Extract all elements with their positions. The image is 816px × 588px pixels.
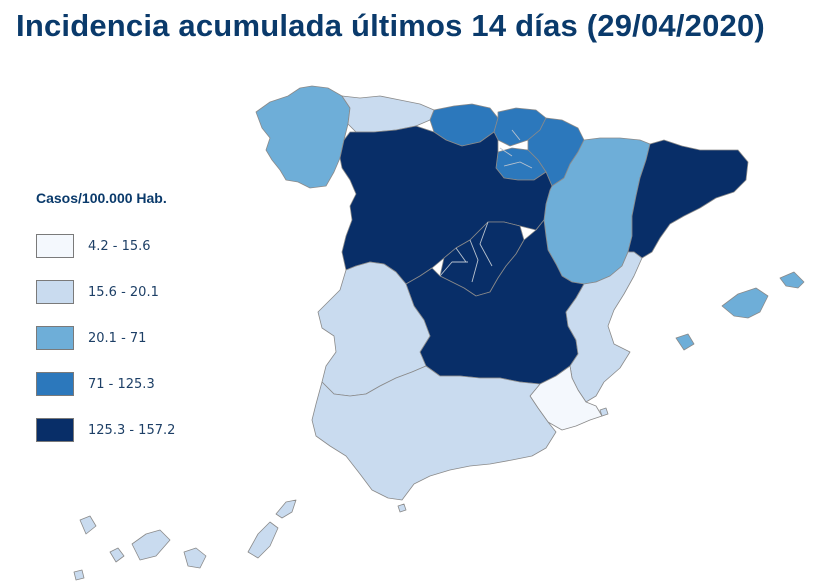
province-borders [439, 129, 533, 283]
legend-title: Casos/100.000 Hab. [36, 190, 167, 206]
region-cataluna[interactable] [627, 139, 749, 259]
region-melilla[interactable] [599, 407, 609, 417]
legend-swatch [36, 418, 74, 442]
region-baleares[interactable] [675, 271, 805, 351]
legend-label: 125.3 - 157.2 [88, 422, 176, 438]
region-galicia[interactable] [255, 85, 351, 189]
legend-swatch [36, 234, 74, 258]
region-asturias[interactable] [341, 95, 435, 133]
legend-label: 71 - 125.3 [88, 376, 155, 392]
legend: Casos/100.000 Hab. 4.2 - 15.6 15.6 - 20.… [36, 190, 276, 453]
legend-label: 4.2 - 15.6 [88, 238, 151, 254]
region-comunidad-valenciana[interactable] [565, 251, 643, 403]
region-canarias[interactable] [73, 499, 297, 581]
region-andalucia[interactable] [311, 365, 557, 501]
legend-item: 15.6 - 20.1 [36, 269, 276, 315]
legend-label: 20.1 - 71 [88, 330, 147, 346]
legend-item: 125.3 - 157.2 [36, 407, 276, 453]
map-title: Incidencia acumulada últimos 14 días (29… [16, 8, 765, 43]
legend-swatch [36, 372, 74, 396]
legend-label: 15.6 - 20.1 [88, 284, 159, 300]
legend-item: 4.2 - 15.6 [36, 223, 276, 269]
legend-swatch [36, 280, 74, 304]
region-ceuta[interactable] [397, 503, 407, 513]
legend-item: 20.1 - 71 [36, 315, 276, 361]
legend-swatch [36, 326, 74, 350]
legend-item: 71 - 125.3 [36, 361, 276, 407]
